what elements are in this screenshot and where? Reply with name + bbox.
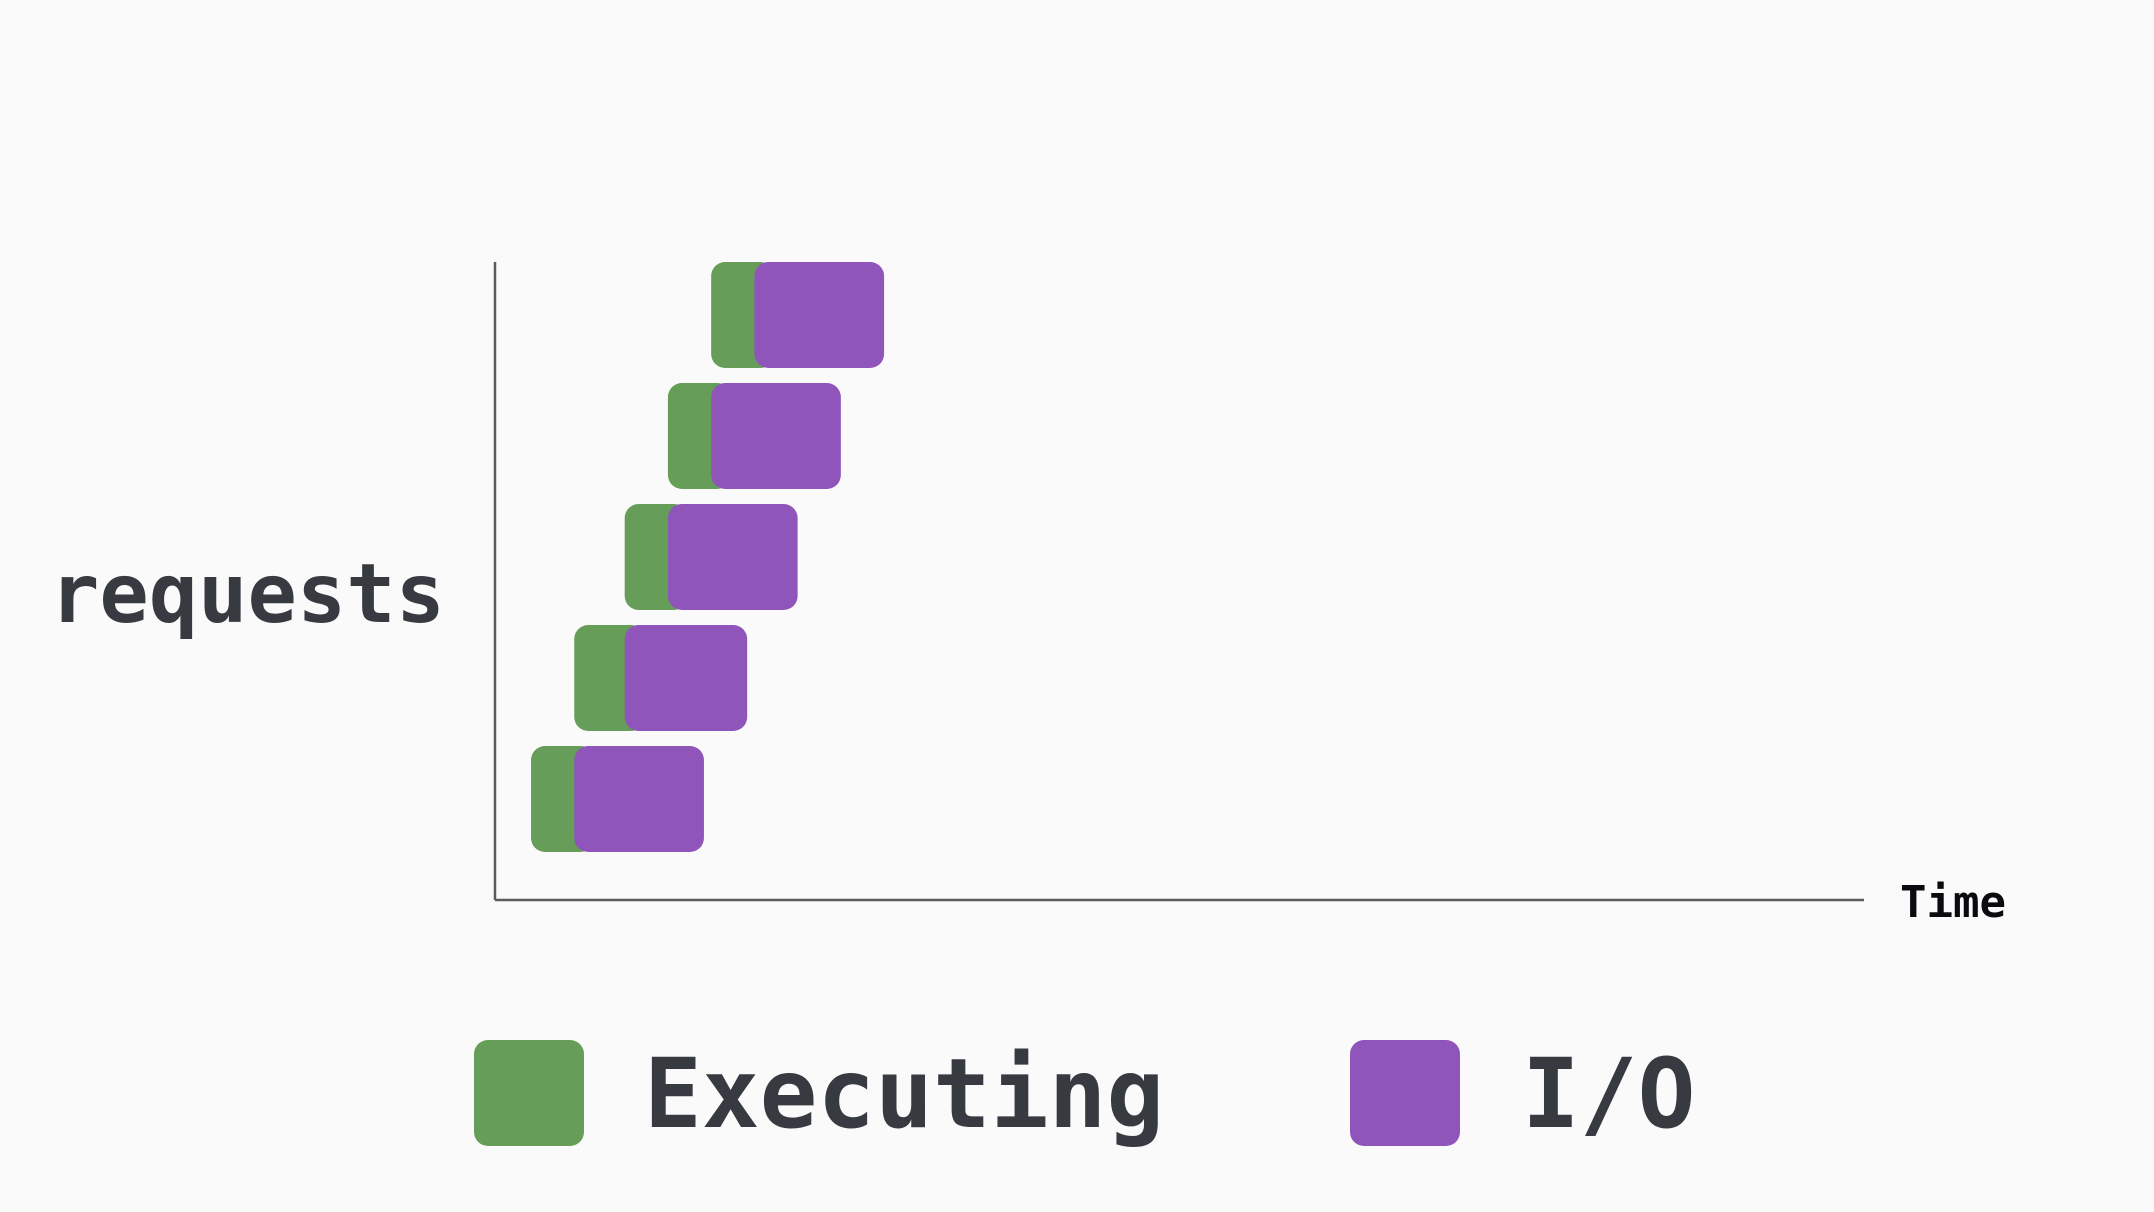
legend-swatch-executing (474, 1040, 584, 1146)
bar-io-4 (711, 383, 841, 489)
legend-label-executing: Executing (644, 1038, 1164, 1150)
x-axis-label: Time (1900, 877, 2006, 928)
bars-layer (531, 262, 885, 852)
request-2 (574, 625, 748, 731)
y-axis-label: requests (50, 547, 445, 642)
legend: Executing I/O (474, 1038, 1695, 1150)
bar-io-3 (667, 504, 798, 610)
bar-io-5 (754, 262, 885, 368)
request-3 (624, 504, 798, 610)
request-4 (667, 383, 841, 489)
request-1 (531, 746, 704, 852)
legend-swatch-io (1350, 1040, 1460, 1146)
bar-io-1 (574, 746, 704, 852)
legend-label-io: I/O (1522, 1038, 1695, 1150)
bar-io-2 (624, 625, 748, 731)
request-5 (711, 262, 885, 368)
